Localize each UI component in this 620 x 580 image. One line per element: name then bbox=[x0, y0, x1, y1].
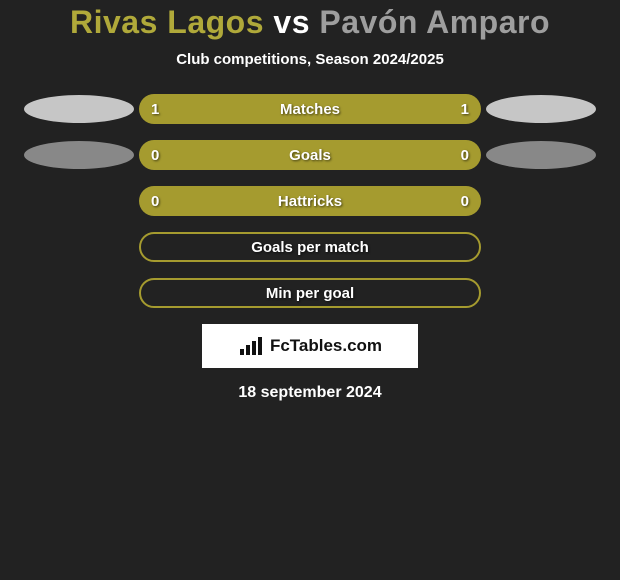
player1-name: Rivas Lagos bbox=[70, 4, 264, 40]
stat-bar: 0 Hattricks 0 bbox=[139, 186, 481, 216]
stat-bar: 0 Goals 0 bbox=[139, 140, 481, 170]
stat-rows: 1 Matches 1 0 Goals 0 0 Hattricks 0 Goals per mat… bbox=[0, 94, 620, 308]
left-ellipse-slot bbox=[19, 141, 139, 169]
stat-bar: 1 Matches 1 bbox=[139, 94, 481, 124]
vs-text: vs bbox=[273, 4, 310, 40]
stat-label: Goals per match bbox=[251, 239, 369, 256]
player2-name: Pavón Amparo bbox=[319, 4, 550, 40]
stat-row: 0 Hattricks 0 bbox=[0, 186, 620, 216]
right-ellipse bbox=[486, 141, 596, 169]
stat-left-value: 0 bbox=[151, 193, 159, 210]
stat-right-value: 1 bbox=[461, 101, 469, 118]
brand-badge: FcTables.com bbox=[202, 324, 418, 368]
stat-row: 1 Matches 1 bbox=[0, 94, 620, 124]
stat-bar: Goals per match bbox=[139, 232, 481, 262]
left-ellipse bbox=[24, 141, 134, 169]
brand-text: FcTables.com bbox=[270, 336, 382, 356]
stat-left-value: 1 bbox=[151, 101, 159, 118]
page-title: Rivas Lagos vs Pavón Amparo bbox=[0, 4, 620, 41]
right-ellipse-slot bbox=[481, 141, 601, 169]
stat-label: Goals bbox=[289, 147, 331, 164]
stat-label: Min per goal bbox=[266, 285, 354, 302]
left-ellipse bbox=[24, 95, 134, 123]
chart-bars-icon bbox=[238, 335, 264, 357]
stat-right-value: 0 bbox=[461, 147, 469, 164]
stat-label: Hattricks bbox=[278, 193, 342, 210]
left-ellipse-slot bbox=[19, 95, 139, 123]
date-text: 18 september 2024 bbox=[0, 384, 620, 402]
subtitle: Club competitions, Season 2024/2025 bbox=[0, 51, 620, 68]
right-ellipse-slot bbox=[481, 95, 601, 123]
stat-left-value: 0 bbox=[151, 147, 159, 164]
stat-right-value: 0 bbox=[461, 193, 469, 210]
right-ellipse bbox=[486, 95, 596, 123]
comparison-infographic: Rivas Lagos vs Pavón Amparo Club competi… bbox=[0, 0, 620, 402]
stat-row: 0 Goals 0 bbox=[0, 140, 620, 170]
stat-row: Goals per match bbox=[0, 232, 620, 262]
stat-bar: Min per goal bbox=[139, 278, 481, 308]
stat-row: Min per goal bbox=[0, 278, 620, 308]
stat-label: Matches bbox=[280, 101, 340, 118]
